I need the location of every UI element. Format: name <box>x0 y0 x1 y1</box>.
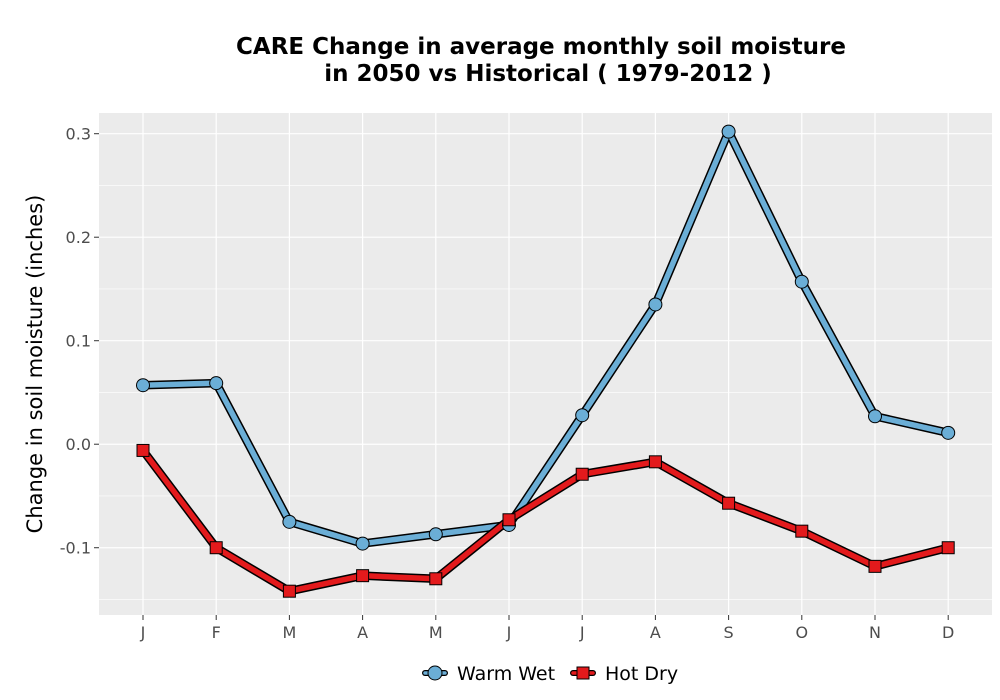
chart-title-line-1: CARE Change in average monthly soil mois… <box>236 34 846 60</box>
data-point-hot-dry <box>868 559 882 573</box>
data-point-hot-dry <box>795 524 809 538</box>
data-point-warm-wet <box>428 527 443 542</box>
x-tick-label: A <box>357 623 368 642</box>
x-tick-label: O <box>796 623 809 642</box>
legend-label-warm-wet: Warm Wet <box>457 663 555 685</box>
data-point-warm-wet <box>794 274 809 289</box>
data-point-hot-dry <box>941 541 955 555</box>
chart-title-line-2: in 2050 vs Historical ( 1979-2012 ) <box>324 61 771 87</box>
legend-item-hot-dry: Hot Dry <box>570 663 678 685</box>
data-point-hot-dry <box>502 513 516 527</box>
x-tick-label: M <box>282 623 296 642</box>
data-point-hot-dry <box>356 569 370 583</box>
x-tick-label: J <box>506 623 512 642</box>
y-tick-label: 0.2 <box>66 228 91 247</box>
data-point-hot-dry <box>209 541 223 555</box>
x-tick-label: J <box>140 623 146 642</box>
y-tick-label: 0.1 <box>66 332 91 351</box>
legend-key-warm-wet-marker <box>427 665 443 681</box>
x-tick-label: J <box>579 623 585 642</box>
data-point-warm-wet <box>575 408 590 423</box>
x-tick-label: M <box>429 623 443 642</box>
legend: Warm Wet Hot Dry <box>422 663 678 685</box>
data-point-warm-wet <box>868 409 882 424</box>
legend-item-warm-wet: Warm Wet <box>422 663 555 685</box>
y-tick-label: 0.0 <box>66 435 91 454</box>
data-point-hot-dry <box>648 455 662 469</box>
data-point-hot-dry <box>429 572 443 586</box>
data-point-warm-wet <box>136 378 150 393</box>
series-layer <box>136 124 956 598</box>
series-line-hot-dry <box>140 447 951 594</box>
series-line-warm-wet <box>140 128 951 547</box>
x-tick-label: F <box>212 623 221 642</box>
legend-key-hot-dry-marker <box>576 666 590 680</box>
data-point-hot-dry <box>136 443 150 457</box>
legend-label-hot-dry: Hot Dry <box>605 663 678 685</box>
data-point-warm-wet <box>648 297 663 312</box>
data-point-warm-wet <box>209 376 224 391</box>
data-point-hot-dry <box>282 584 296 598</box>
data-point-warm-wet <box>721 124 736 139</box>
x-tick-label: N <box>869 623 881 642</box>
data-point-warm-wet <box>282 514 297 529</box>
grid-minor <box>99 185 992 600</box>
y-tick-label: 0.3 <box>66 125 91 144</box>
data-point-warm-wet <box>355 536 370 551</box>
x-tick-label: S <box>724 623 734 642</box>
data-point-hot-dry <box>575 467 589 481</box>
grid-major <box>99 113 992 615</box>
axis-ticks: 0.3 0.2 0.1 0.0 -0.1 J F M A M J J A S O N D <box>60 125 955 642</box>
x-tick-label: D <box>942 623 954 642</box>
y-tick-label: -0.1 <box>60 539 91 558</box>
data-point-warm-wet <box>941 425 956 440</box>
x-tick-label: A <box>650 623 661 642</box>
data-point-hot-dry <box>722 496 736 510</box>
plot-panel <box>99 113 992 615</box>
y-axis-label: Change in soil moisture (inches) <box>23 195 47 534</box>
